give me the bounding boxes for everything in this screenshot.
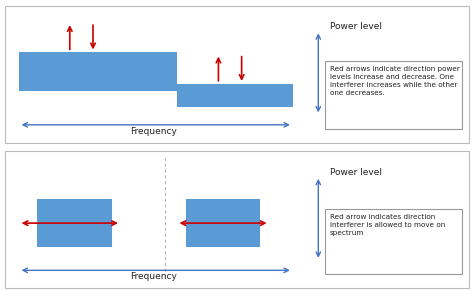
Text: Power level: Power level (330, 22, 382, 31)
Bar (37, 199, 111, 247)
Bar (325, 61, 462, 129)
Text: Red arrow indicates direction
interferer is allowed to move on
spectrum: Red arrow indicates direction interferer… (330, 214, 445, 236)
Bar (177, 84, 293, 107)
Bar (18, 52, 177, 91)
Bar (186, 199, 260, 247)
Text: Power level: Power level (330, 168, 382, 177)
Text: Frequency: Frequency (130, 127, 177, 136)
Text: Frequency: Frequency (130, 272, 177, 281)
Bar (325, 209, 462, 274)
Text: Red arrows indicate direction power
levels increase and decrease. One
interferer: Red arrows indicate direction power leve… (330, 66, 460, 96)
